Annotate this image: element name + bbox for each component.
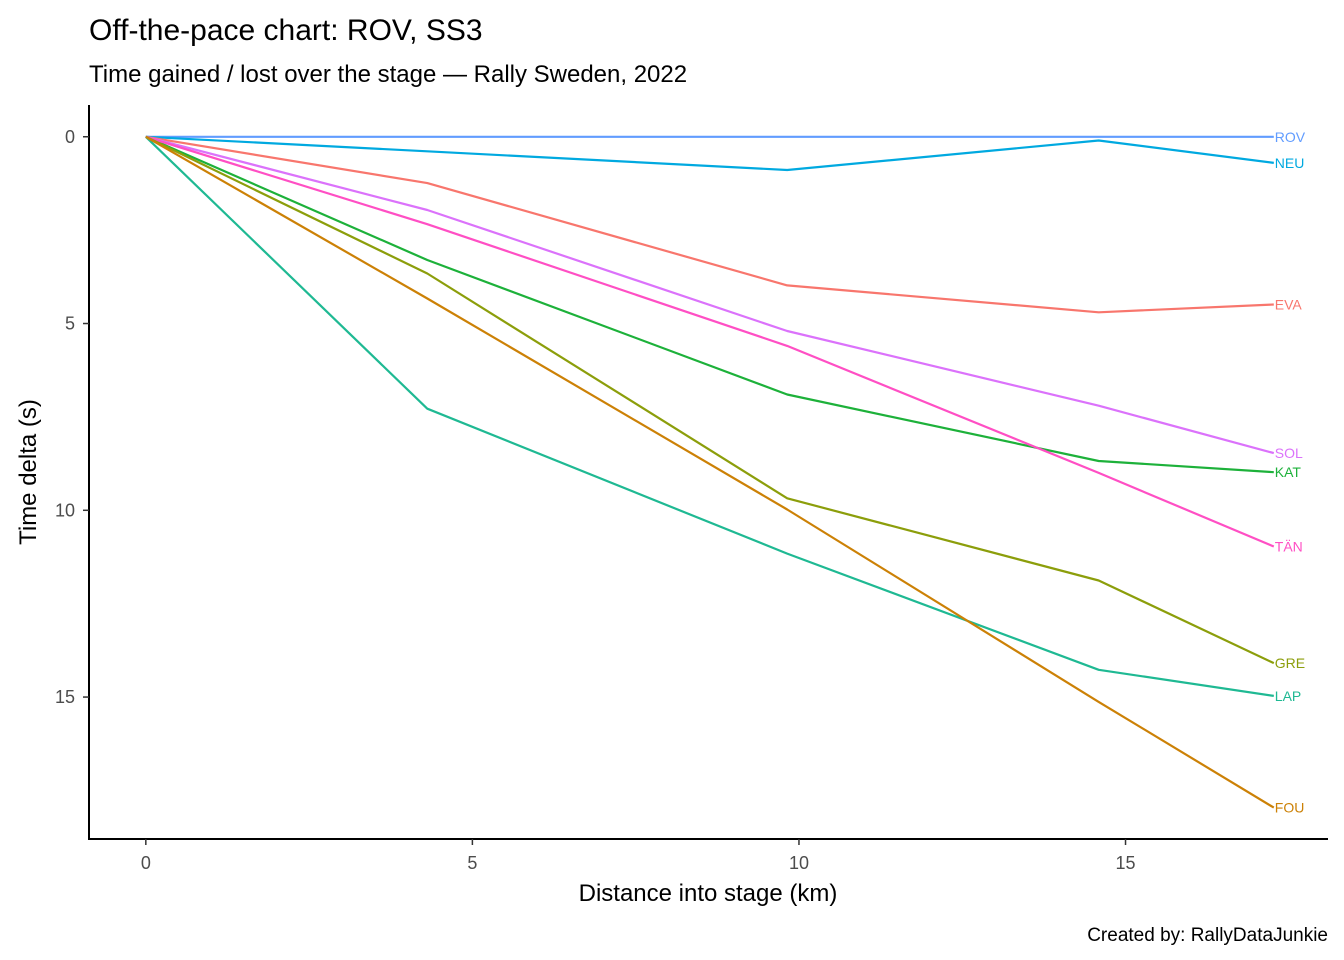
y-axis-ticks: 0 5 10 15	[55, 127, 89, 707]
series-label: ROV	[1275, 129, 1306, 145]
x-tick-label: 0	[141, 853, 151, 873]
series-label: SOL	[1275, 445, 1303, 461]
chart-title: Off-the-pace chart: ROV, SS3	[89, 14, 483, 47]
series-line-fou	[145, 135, 1275, 809]
series-layer	[145, 135, 1275, 809]
y-tick-label: 0	[65, 127, 75, 147]
series-line-neu	[145, 135, 1274, 172]
series-label: EVA	[1275, 296, 1303, 312]
series-label: LAP	[1275, 688, 1301, 704]
series-label: KAT	[1275, 464, 1302, 480]
series-line-eva	[145, 135, 1274, 314]
series-line-sol	[145, 135, 1275, 455]
x-tick-label: 15	[1116, 853, 1136, 873]
y-tick-label: 10	[55, 500, 75, 520]
x-axis-ticks: 0 5 10 15	[141, 839, 1136, 873]
series-line-lap	[145, 136, 1274, 697]
series-label: TÄN	[1275, 539, 1303, 555]
y-axis-title: Time delta (s)	[15, 399, 42, 545]
series-line-gre	[145, 135, 1275, 665]
series-line-tän	[145, 135, 1275, 548]
series-label: GRE	[1275, 655, 1305, 671]
x-tick-label: 10	[789, 853, 809, 873]
x-tick-label: 5	[467, 853, 477, 873]
series-label: NEU	[1275, 155, 1305, 171]
series-labels-layer: ROV NEU EVA SOL KAT TÄN GRE LAP FOU	[1275, 129, 1306, 816]
x-axis-title: Distance into stage (km)	[579, 880, 838, 907]
chart-caption: Created by: RallyDataJunkie	[1087, 925, 1328, 946]
y-tick-label: 15	[55, 687, 75, 707]
series-label: FOU	[1275, 800, 1305, 816]
chart-subtitle: Time gained / lost over the stage — Rall…	[89, 61, 687, 88]
series-line-kat	[145, 135, 1274, 474]
y-tick-label: 5	[65, 314, 75, 334]
